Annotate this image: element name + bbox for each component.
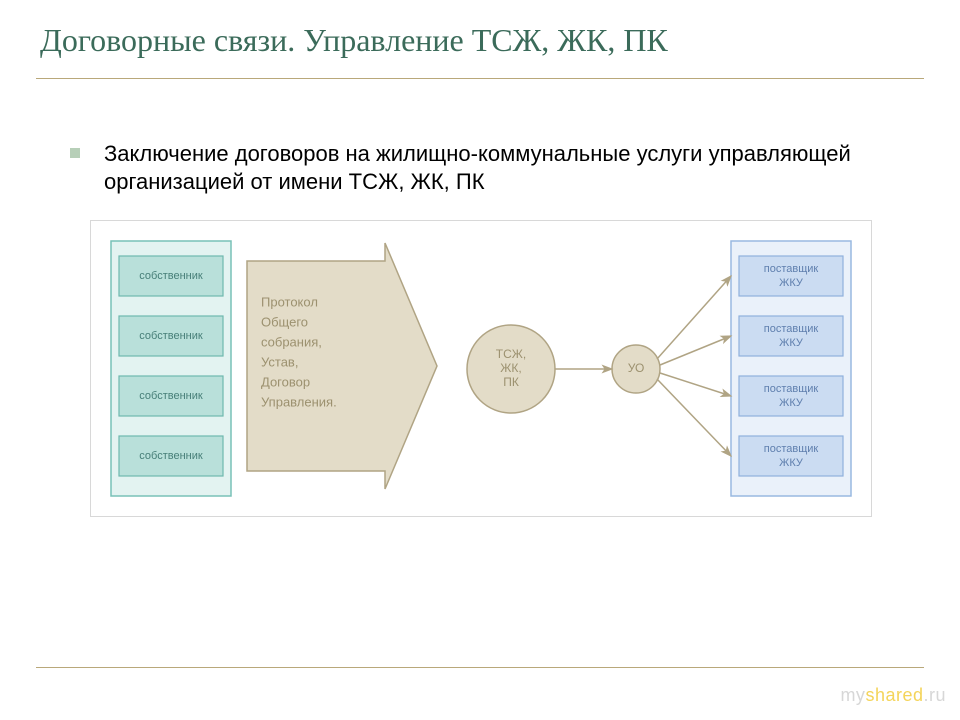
svg-text:ЖКУ: ЖКУ bbox=[779, 337, 804, 349]
svg-text:Устав,: Устав, bbox=[261, 354, 298, 369]
edge bbox=[657, 379, 731, 456]
bullet-icon bbox=[70, 148, 80, 158]
svg-text:УО: УО bbox=[628, 361, 645, 375]
slide-title: Договорные связи. Управление ТСЖ, ЖК, ПК bbox=[40, 22, 920, 59]
svg-text:ЖКУ: ЖКУ bbox=[779, 277, 804, 289]
svg-text:собственник: собственник bbox=[139, 390, 203, 402]
svg-text:поставщик: поставщик bbox=[764, 383, 819, 395]
edge bbox=[657, 276, 731, 359]
svg-text:поставщик: поставщик bbox=[764, 323, 819, 335]
watermark-pre: my bbox=[840, 685, 865, 705]
svg-text:поставщик: поставщик bbox=[764, 443, 819, 455]
svg-text:собственник: собственник bbox=[139, 450, 203, 462]
svg-text:собственник: собственник bbox=[139, 270, 203, 282]
svg-text:ПК: ПК bbox=[503, 375, 519, 389]
svg-text:ЖКУ: ЖКУ bbox=[779, 397, 804, 409]
svg-text:ЖКУ: ЖКУ bbox=[779, 457, 804, 469]
svg-text:Управления.: Управления. bbox=[261, 394, 337, 409]
title-underline bbox=[36, 78, 924, 79]
svg-text:поставщик: поставщик bbox=[764, 263, 819, 275]
footer-underline bbox=[36, 667, 924, 668]
svg-text:Протокол: Протокол bbox=[261, 294, 318, 309]
diagram-frame: собственник собственник собственник собстве… bbox=[90, 220, 872, 517]
watermark-post: .ru bbox=[923, 685, 946, 705]
svg-text:ЖК,: ЖК, bbox=[500, 361, 521, 375]
watermark-accent: shared bbox=[865, 685, 923, 705]
svg-text:Общего: Общего bbox=[261, 314, 308, 329]
svg-text:собственник: собственник bbox=[139, 330, 203, 342]
body-text: Заключение договоров на жилищно-коммунал… bbox=[104, 140, 900, 195]
svg-text:Договор: Договор bbox=[261, 374, 310, 389]
edge bbox=[660, 336, 731, 365]
svg-text:ТСЖ,: ТСЖ, bbox=[496, 347, 526, 361]
bullet-row: Заключение договоров на жилищно-коммунал… bbox=[70, 140, 900, 195]
diagram-svg: собственник собственник собственник собстве… bbox=[91, 221, 871, 516]
slide: Договорные связи. Управление ТСЖ, ЖК, ПК… bbox=[0, 0, 960, 720]
svg-text:собрания,: собрания, bbox=[261, 334, 322, 349]
watermark: myshared.ru bbox=[840, 685, 946, 706]
